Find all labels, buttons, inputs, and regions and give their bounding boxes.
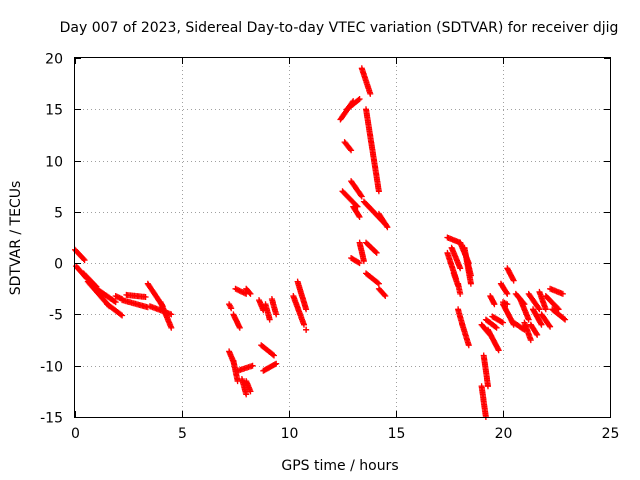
y-tick-label: 20 [45,52,63,68]
data-point [236,324,243,331]
data-point [80,256,87,262]
data-point [384,224,391,231]
data-point [495,347,502,354]
data-point [510,277,517,284]
data-point [347,146,354,153]
data-point [493,324,500,331]
data-point [247,290,254,297]
data-point [467,280,474,287]
data-point [457,265,464,272]
y-tick-label: 0 [54,257,63,273]
data-point [375,188,382,195]
data-point [249,362,256,369]
data-point [236,287,243,294]
data-point [485,383,491,390]
data-point [355,259,362,266]
data-point [273,360,280,367]
data-point [360,258,367,265]
data-point [504,290,511,297]
data-point [372,249,379,255]
data-point [373,249,380,256]
data-point [117,311,124,318]
data-point [561,315,567,322]
data-point [356,96,363,102]
y-tick-label: -5 [49,308,63,324]
data-point [533,330,540,337]
data-point [542,306,549,313]
data-point [269,351,276,358]
y-tick-label: -15 [40,411,63,427]
data-point [555,306,562,313]
y-tick-label: 10 [45,155,63,171]
data-point [355,212,362,219]
data-point [234,378,241,385]
x-axis-label: GPS time / hours [281,458,398,474]
x-tick-label: 0 [71,426,80,442]
data-point [112,299,119,306]
data-point [562,316,569,323]
data-point [301,321,307,328]
y-tick-label: -10 [40,360,63,376]
data-point [243,391,250,398]
data-point [266,316,273,323]
data-point [503,289,510,296]
data-point [119,312,126,319]
data-point [500,319,506,326]
data-point [547,323,554,330]
data-point [271,352,277,359]
data-point [535,305,542,312]
data-point [538,321,545,328]
data-point [375,280,382,287]
data-point [273,311,280,318]
data-point [527,337,534,344]
y-axis-label: SDTVAR / TECUs [8,181,24,296]
data-point [142,294,149,300]
x-tick-label: 5 [178,426,187,442]
data-point [348,147,355,154]
data-point [303,326,310,333]
axis-ticks: 0 5 10 15 20 25 20 15 10 5 0 -5 -10 -15 [40,52,619,443]
data-point [357,192,364,199]
x-tick-label: 20 [495,426,513,442]
data-point [355,96,362,103]
data-point [81,257,88,264]
data-point [491,301,498,308]
data-point [382,293,389,299]
data-point [358,193,365,200]
data-point [525,316,532,323]
data-point [356,214,363,220]
data-point [383,223,390,229]
y-tick-label: 15 [45,103,63,119]
data-point [465,342,472,349]
data-point [467,272,474,279]
plot-frame [74,57,611,418]
data-point [111,298,118,305]
data-point [356,260,363,267]
data-point [246,289,253,296]
data-point [228,305,235,312]
data-point [367,90,374,97]
data-point [168,324,175,331]
y-tick-label: 5 [54,206,63,222]
data-point [546,322,553,329]
data-point [559,290,566,297]
data-point [536,306,543,313]
data-point [492,323,499,330]
chart-title: Day 007 of 2023, Sidereal Day-to-day VTE… [60,20,619,36]
x-tick-label: 25 [602,426,620,442]
data-point [168,311,175,318]
x-tick-label: 15 [388,426,406,442]
data-point [534,331,541,338]
data-point [374,279,381,286]
data-point [554,305,561,312]
data-point [247,388,254,395]
data-point [457,290,464,297]
data-marks [72,65,569,420]
data-point [303,306,310,313]
x-tick-label: 10 [281,426,299,442]
data-point [381,291,388,298]
